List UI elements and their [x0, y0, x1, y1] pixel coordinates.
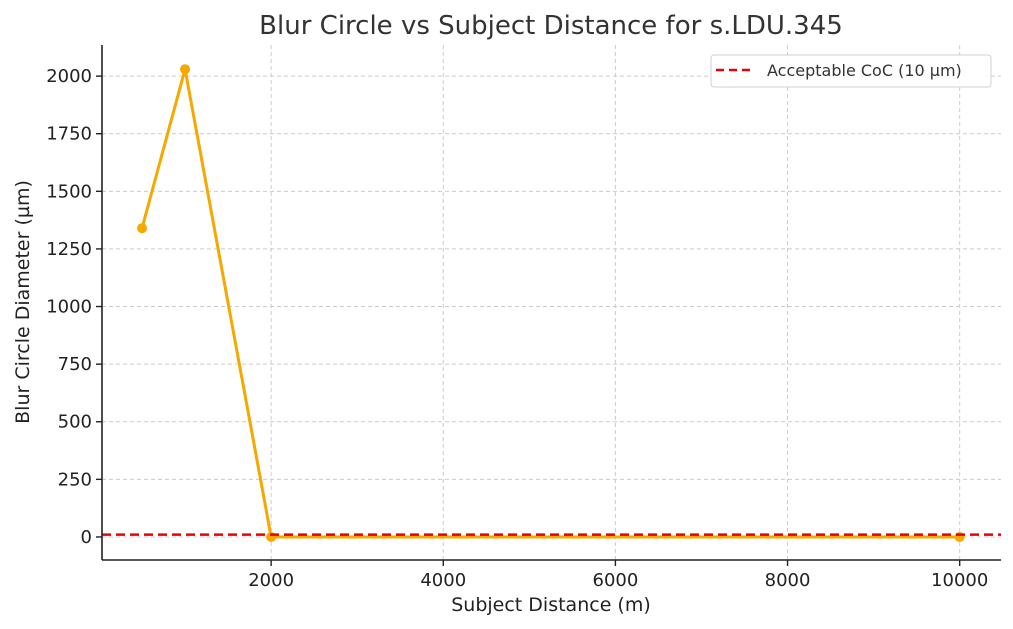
x-axis-label: Subject Distance (m)	[451, 594, 651, 616]
y-tick-label: 250	[58, 469, 92, 490]
grid-lines	[102, 45, 1001, 560]
y-axis-ticks: 0 250 500 750 1000 1250 1500 1750 2000	[46, 66, 102, 548]
x-tick-label: 2000	[248, 570, 294, 591]
axes	[101, 45, 1001, 561]
data-point-marker	[137, 223, 148, 234]
y-tick-label: 1500	[46, 181, 92, 202]
x-tick-label: 4000	[420, 570, 466, 591]
chart-title: Blur Circle vs Subject Distance for s.LD…	[259, 11, 843, 41]
x-tick-label: 6000	[593, 570, 639, 591]
data-point-marker	[180, 64, 191, 75]
y-tick-label: 2000	[46, 66, 92, 87]
y-tick-label: 500	[58, 412, 92, 433]
y-tick-label: 1000	[46, 297, 92, 318]
y-tick-label: 1750	[46, 124, 92, 145]
y-axis-label: Blur Circle Diameter (µm)	[12, 180, 34, 424]
x-tick-label: 8000	[765, 570, 811, 591]
x-tick-label: 10000	[931, 570, 988, 591]
y-tick-label: 0	[81, 527, 92, 548]
blur-circle-line	[140, 67, 960, 539]
legend: Acceptable CoC (10 µm)	[710, 54, 992, 88]
legend-entry-label: Acceptable CoC (10 µm)	[767, 61, 962, 80]
y-tick-label: 750	[58, 354, 92, 375]
y-tick-label: 1250	[46, 239, 92, 260]
x-axis-ticks: 2000 4000 6000 8000 10000	[248, 560, 988, 591]
legend-box	[710, 54, 992, 88]
plot-series	[102, 64, 1001, 542]
